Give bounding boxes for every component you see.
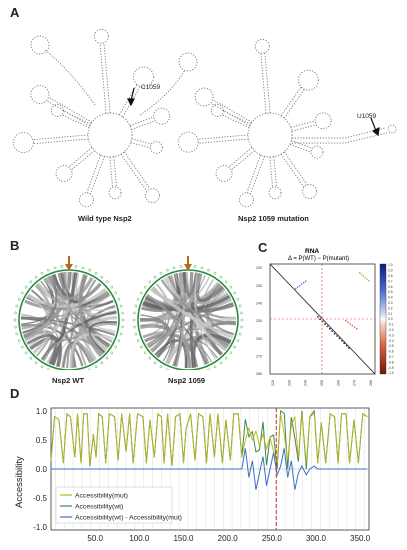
x-tick-label: 200.0: [218, 534, 239, 543]
colorbar-tick: -0.7: [388, 355, 394, 359]
mutant-rna-structure: [177, 38, 397, 208]
series-line-diff: [51, 448, 368, 490]
y-tick-labels: 1.0 0.5 0.0 -0.5 -1.0: [33, 407, 47, 532]
x-tick-labels: 50.0 100.0 150.0 200.0 250.0 300.0 350.0: [87, 534, 370, 543]
dotplot-points: [295, 272, 370, 349]
wt-arc-caption: Nsp2 WT: [52, 376, 85, 385]
x-tick-label: 100.0: [129, 534, 150, 543]
colorbar-tick: 0.4: [388, 296, 393, 300]
y-axis-label: Accessibility: [14, 456, 25, 508]
wildtype-caption: Wild type Nsp2: [78, 214, 132, 223]
colorbar-tick: 0.9: [388, 269, 393, 273]
x-tick-label: 250.0: [262, 534, 283, 543]
colorbar-tick: -0.1: [388, 323, 394, 327]
mutation-caption: Nsp2 1059 mutation: [238, 214, 309, 223]
colorbar-tick: 0.6: [388, 285, 393, 289]
dotplot-y-tick: 240: [256, 302, 262, 306]
colorbar-tick: -0.9: [388, 366, 394, 370]
x-tick-label: 150.0: [173, 534, 194, 543]
panel-a-label: A: [10, 5, 20, 20]
legend-label-mut: Accessibility(mut): [75, 493, 128, 500]
x-tick-label: 350.0: [350, 534, 371, 543]
colorbar-tick: -0.6: [388, 350, 394, 354]
panel-c-title: RNA: [305, 248, 320, 255]
colorbar-tick: -0.3: [388, 333, 394, 337]
accessibility-chart: 1.0 0.5 0.0 -0.5 -1.0 50.0 100.0 150.0 200.0 250…: [14, 407, 371, 543]
dotplot-x-tick: 270: [353, 380, 357, 386]
mutant-arc-caption: Nsp2 1059: [168, 376, 206, 385]
panel-a-structures: [12, 28, 397, 208]
panel-c-dotplot: 220 230 240 250 260 270 280 220 230 240 250 260 270…: [256, 263, 394, 386]
dotplot-x-tick: 240: [304, 380, 308, 386]
u1059-annotation: U1059: [357, 113, 377, 120]
dotplot-y-tick: 260: [256, 337, 262, 341]
colorbar-tick: -0.8: [388, 360, 394, 364]
mutant-arc-diagram: [132, 264, 244, 370]
x-tick-label: 50.0: [87, 534, 103, 543]
mutant-position-arrow: [184, 256, 192, 271]
legend-label-wt: Accessibility(wt): [75, 504, 123, 511]
dotplot-y-tick: 220: [256, 266, 262, 270]
u1059-arrow: [370, 117, 380, 137]
panel-c-subtitle: Δ = P(WT) − P(mutant): [288, 256, 350, 262]
series-line-mut: [50, 412, 368, 467]
c1059-annotation: C1059: [141, 84, 161, 91]
colorbar-tick: 0.8: [388, 274, 393, 278]
y-tick-label: 0.0: [36, 465, 48, 474]
colorbar-tick: 0.3: [388, 301, 393, 305]
dotplot-x-tick: 230: [287, 380, 291, 386]
x-tick-label: 300.0: [306, 534, 327, 543]
colorbar-tick: 0.7: [388, 279, 393, 283]
dotplot-y-tick: 230: [256, 284, 262, 288]
dotplot-y-tick: 270: [256, 355, 262, 359]
dotplot-x-tick: 280: [369, 380, 373, 386]
legend: Accessibility(mut) Accessibility(wt) Acc…: [55, 486, 182, 524]
y-tick-label: -0.5: [33, 494, 47, 503]
c1059-arrow: [127, 87, 135, 107]
legend-label-diff: Accessibility(wt) - Accessibility(mut): [75, 515, 182, 522]
dotplot-y-tick: 280: [256, 372, 262, 376]
y-tick-label: 1.0: [36, 407, 48, 416]
wildtype-rna-structure: [12, 28, 198, 208]
dotplot-x-tick: 260: [336, 380, 340, 386]
y-tick-label: -1.0: [33, 523, 47, 532]
wt-position-arrow: [65, 256, 73, 271]
colorbar-tick: -0.4: [388, 339, 394, 343]
dotplot-y-tick: 250: [256, 319, 262, 323]
panel-d-label: D: [10, 386, 20, 401]
colorbar-tick: -0.5: [388, 344, 394, 348]
panel-b-label: B: [10, 238, 20, 253]
wt-arc-diagram: [13, 264, 125, 370]
colorbar-tick: 0.2: [388, 306, 393, 310]
legend-box: [55, 486, 173, 524]
dotplot-y-ticks: 220 230 240 250 260 270 280: [256, 266, 262, 376]
dotplot-x-tick: 220: [271, 380, 275, 386]
colorbar-tick: 0.0: [388, 317, 393, 321]
colorbar-tick: 1.0: [388, 263, 393, 267]
colorbar-tick: 0.1: [388, 312, 393, 316]
dotplot-x-tick: 250: [320, 380, 324, 386]
colorbar: 1.00.90.80.70.60.50.40.30.20.10.0-0.1-0.…: [379, 263, 394, 375]
dotplot-x-ticks: 220 230 240 250 260 270 280: [271, 380, 373, 386]
colorbar-tick: -1.0: [388, 371, 394, 375]
panel-b-arc-diagrams: [13, 256, 244, 370]
panel-c-label: C: [258, 240, 268, 255]
y-tick-label: 0.5: [36, 436, 48, 445]
colorbar-tick: -0.2: [388, 328, 394, 332]
colorbar-tick: 0.5: [388, 290, 393, 294]
